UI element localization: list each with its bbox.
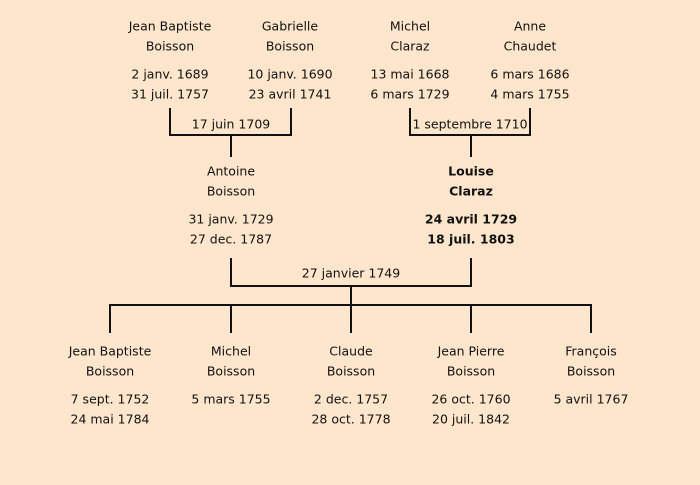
death-date: 4 mars 1755: [490, 87, 569, 102]
last-name: Boisson: [146, 39, 194, 54]
first-name: François: [565, 344, 617, 359]
first-name: Gabrielle: [262, 19, 319, 34]
first-name: Jean Baptiste: [68, 344, 152, 359]
death-date: 20 juil. 1842: [432, 412, 510, 427]
marriage-date: 1 septembre 1710: [412, 117, 527, 132]
last-name: Claraz: [449, 184, 493, 199]
first-name: Michel: [390, 19, 430, 34]
first-name: Jean Pierre: [437, 344, 505, 359]
death-date: 27 dec. 1787: [190, 232, 272, 247]
birth-date: 31 janv. 1729: [188, 212, 273, 227]
first-name: Michel: [211, 344, 251, 359]
last-name: Boisson: [447, 364, 495, 379]
first-name: Louise: [448, 164, 494, 179]
birth-date: 5 avril 1767: [554, 392, 629, 407]
first-name: Antoine: [207, 164, 255, 179]
death-date: 31 juil. 1757: [131, 87, 209, 102]
last-name: Boisson: [266, 39, 314, 54]
death-date: 28 oct. 1778: [311, 412, 390, 427]
last-name: Boisson: [207, 364, 255, 379]
first-name: Jean Baptiste: [128, 19, 212, 34]
death-date: 18 juil. 1803: [427, 232, 514, 247]
connectors: [109, 108, 592, 333]
birth-date: 2 janv. 1689: [131, 67, 208, 82]
birth-date: 26 oct. 1760: [431, 392, 510, 407]
death-date: 6 mars 1729: [370, 87, 449, 102]
last-name: Boisson: [567, 364, 615, 379]
marriage-date: 17 juin 1709: [192, 117, 271, 132]
last-name: Chaudet: [504, 39, 557, 54]
death-date: 24 mai 1784: [71, 412, 150, 427]
first-name: Anne: [514, 19, 546, 34]
last-name: Boisson: [207, 184, 255, 199]
last-name: Claraz: [390, 39, 430, 54]
last-name: Boisson: [327, 364, 375, 379]
first-name: Claude: [329, 344, 373, 359]
birth-date: 2 dec. 1757: [314, 392, 388, 407]
last-name: Boisson: [86, 364, 134, 379]
birth-date: 13 mai 1668: [371, 67, 450, 82]
birth-date: 24 avril 1729: [425, 212, 517, 227]
birth-date: 10 janv. 1690: [247, 67, 332, 82]
marriage-date: 27 janvier 1749: [302, 266, 400, 281]
birth-date: 5 mars 1755: [191, 392, 270, 407]
birth-date: 7 sept. 1752: [71, 392, 150, 407]
death-date: 23 avril 1741: [249, 87, 332, 102]
birth-date: 6 mars 1686: [490, 67, 569, 82]
